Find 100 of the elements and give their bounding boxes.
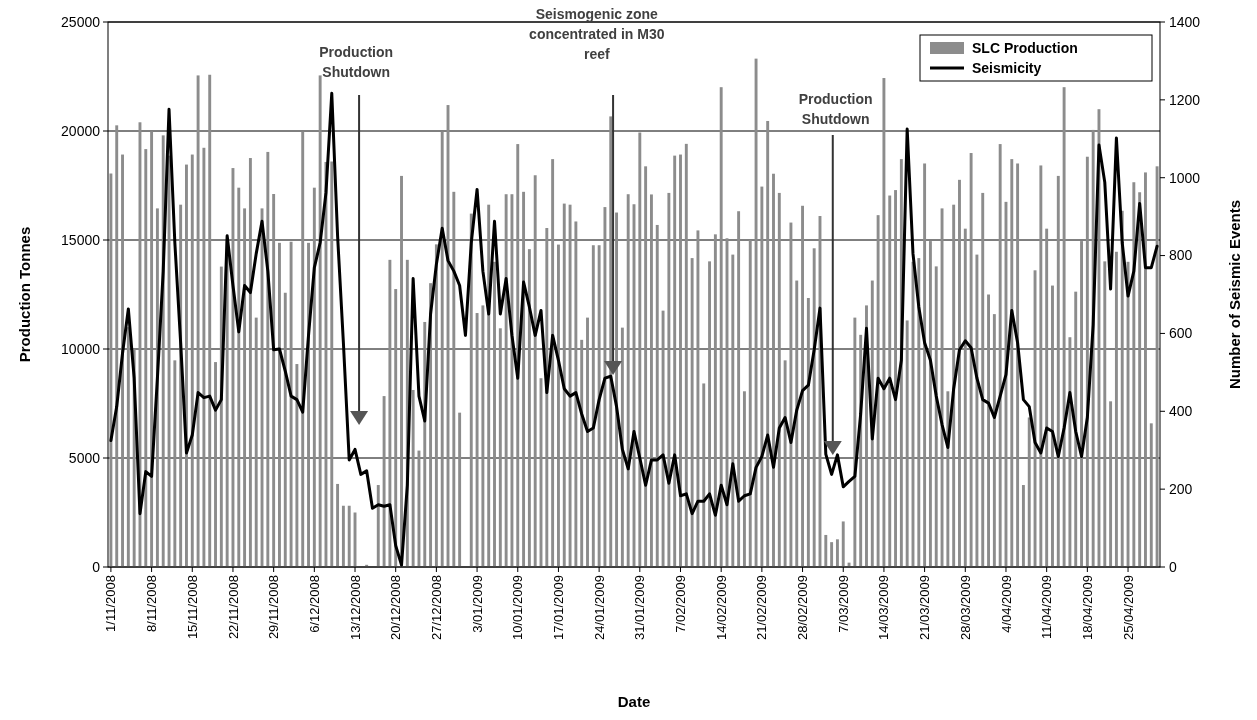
bar bbox=[969, 153, 973, 567]
bar bbox=[417, 450, 421, 567]
x-tick-label: 20/12/2008 bbox=[388, 575, 404, 641]
x-tick-label: 4/04/2009 bbox=[998, 575, 1014, 633]
bar bbox=[318, 75, 322, 567]
bar bbox=[312, 187, 316, 567]
bar bbox=[975, 254, 979, 567]
x-tick-label: 15/11/2008 bbox=[184, 575, 200, 640]
x-tick-label: 21/02/2009 bbox=[754, 575, 770, 641]
y2-tick-label: 1400 bbox=[1169, 13, 1201, 30]
bar bbox=[388, 259, 392, 567]
x-tick-label: 10/01/2009 bbox=[510, 575, 526, 641]
x-tick-label: 3/01/2009 bbox=[469, 575, 485, 633]
x-tick-label: 29/11/2008 bbox=[266, 575, 282, 640]
bar bbox=[248, 158, 252, 567]
bar bbox=[1109, 401, 1113, 567]
bar bbox=[713, 234, 717, 567]
bar bbox=[516, 144, 520, 567]
bar bbox=[655, 224, 659, 567]
bar bbox=[469, 213, 473, 567]
y2-tick-label: 1000 bbox=[1169, 169, 1201, 186]
x-tick-label: 24/01/2009 bbox=[591, 575, 607, 641]
bar bbox=[1080, 241, 1083, 567]
y2-tick-label: 800 bbox=[1169, 247, 1193, 264]
bar bbox=[289, 241, 293, 567]
bar bbox=[1021, 485, 1025, 567]
bar bbox=[1138, 192, 1142, 567]
bar bbox=[760, 186, 764, 567]
bar bbox=[806, 297, 810, 567]
bar bbox=[609, 116, 613, 567]
y-axis-title: Production Tonnes bbox=[16, 226, 33, 363]
bar bbox=[928, 241, 932, 567]
bar bbox=[452, 191, 456, 567]
annotation: Seismogenic zone concentrated in M30 reef bbox=[529, 6, 665, 62]
bar bbox=[1103, 261, 1107, 567]
bar bbox=[981, 192, 985, 567]
bar bbox=[504, 194, 508, 567]
legend-label: Seismicity bbox=[972, 59, 1042, 76]
y2-tick-label: 400 bbox=[1169, 403, 1193, 420]
bar bbox=[190, 154, 194, 567]
bar bbox=[777, 192, 781, 567]
bar bbox=[876, 215, 880, 567]
bar bbox=[812, 248, 816, 567]
bar bbox=[556, 244, 560, 567]
bar bbox=[341, 505, 345, 567]
bar bbox=[121, 154, 124, 567]
y-tick-label: 5000 bbox=[68, 449, 101, 466]
bar bbox=[882, 78, 886, 567]
bar bbox=[301, 131, 305, 567]
x-tick-label: 28/03/2009 bbox=[957, 575, 973, 641]
bar bbox=[853, 317, 857, 567]
y2-tick-label: 0 bbox=[1169, 558, 1177, 575]
x-tick-label: 1/11/2008 bbox=[103, 575, 119, 632]
bar bbox=[696, 230, 700, 567]
bar bbox=[376, 485, 380, 567]
bar bbox=[109, 173, 113, 567]
bar bbox=[214, 362, 217, 567]
bar bbox=[1155, 166, 1159, 567]
bar bbox=[591, 245, 595, 567]
bar bbox=[266, 151, 270, 567]
x-tick-label: 14/02/2009 bbox=[713, 575, 729, 641]
bar bbox=[237, 187, 241, 567]
x-tick-label: 6/12/2008 bbox=[306, 575, 322, 633]
bar bbox=[458, 412, 462, 567]
bar bbox=[533, 175, 537, 567]
bar bbox=[795, 280, 799, 567]
bar bbox=[382, 396, 386, 567]
bar bbox=[1074, 291, 1078, 567]
bar bbox=[1149, 423, 1153, 567]
x-tick-label: 18/04/2009 bbox=[1079, 575, 1095, 641]
bar bbox=[620, 327, 624, 567]
bar bbox=[952, 204, 956, 567]
bar bbox=[917, 258, 921, 567]
bar bbox=[772, 173, 775, 567]
bar bbox=[731, 254, 735, 567]
bar bbox=[742, 391, 746, 567]
bar bbox=[283, 292, 287, 567]
bar bbox=[254, 317, 258, 567]
bar bbox=[824, 534, 828, 567]
bar bbox=[626, 194, 630, 567]
bar bbox=[202, 147, 206, 567]
y2-tick-label: 1200 bbox=[1169, 91, 1201, 108]
bar bbox=[603, 207, 607, 567]
bar bbox=[801, 205, 805, 567]
bar bbox=[673, 155, 677, 567]
bar bbox=[434, 244, 438, 567]
bar bbox=[144, 149, 148, 567]
bar bbox=[766, 120, 770, 567]
x-tick-label: 28/02/2009 bbox=[795, 575, 811, 641]
bar bbox=[830, 542, 834, 567]
bar bbox=[644, 166, 648, 567]
bar bbox=[1132, 182, 1136, 567]
bar bbox=[568, 204, 572, 567]
bar bbox=[278, 242, 281, 567]
x-tick-label: 13/12/2008 bbox=[347, 575, 363, 641]
x-tick-label: 7/02/2009 bbox=[673, 575, 689, 633]
bar bbox=[958, 179, 961, 567]
bar bbox=[173, 360, 177, 567]
bar bbox=[789, 222, 793, 567]
bar bbox=[551, 159, 555, 567]
